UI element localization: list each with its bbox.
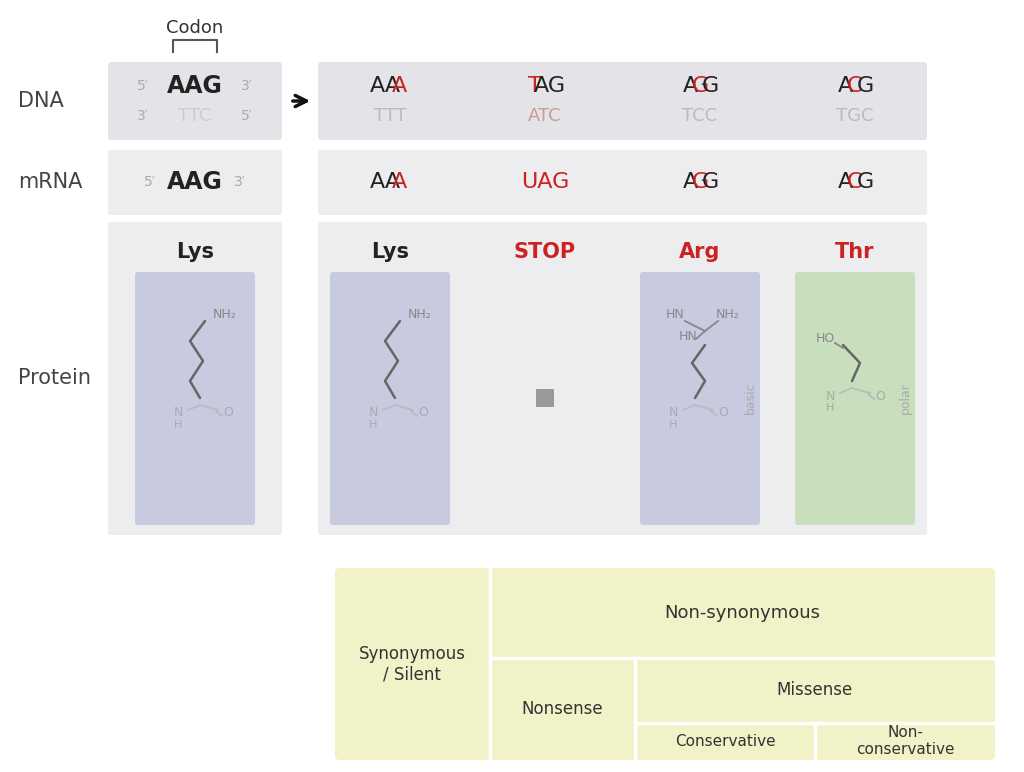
Text: AA: AA (370, 76, 400, 96)
FancyBboxPatch shape (318, 222, 927, 535)
Text: Protein: Protein (18, 368, 91, 388)
FancyBboxPatch shape (640, 272, 760, 525)
Text: Missense: Missense (777, 681, 853, 699)
Text: TGC: TGC (837, 107, 873, 125)
Text: C: C (847, 76, 863, 96)
Text: Conservative: Conservative (675, 733, 775, 749)
Text: Synonymous
/ Silent: Synonymous / Silent (358, 645, 466, 683)
Text: basic: basic (743, 381, 757, 415)
Text: TTC: TTC (178, 107, 212, 125)
Text: Arg: Arg (679, 242, 721, 262)
Text: H: H (369, 420, 377, 430)
Text: 3′: 3′ (241, 79, 253, 93)
Text: A: A (682, 172, 697, 192)
Text: G: G (701, 172, 719, 192)
Text: C: C (847, 172, 863, 192)
Text: HO: HO (815, 331, 835, 344)
Text: O: O (418, 407, 428, 419)
Text: A: A (392, 76, 408, 96)
Text: T: T (528, 76, 542, 96)
Text: TTT: TTT (374, 107, 407, 125)
Text: Nonsense: Nonsense (521, 700, 603, 718)
Text: G: G (691, 76, 709, 96)
Text: A: A (838, 76, 853, 96)
FancyBboxPatch shape (330, 272, 450, 525)
Text: TCC: TCC (682, 107, 718, 125)
Text: A: A (392, 172, 408, 192)
FancyBboxPatch shape (536, 389, 554, 407)
FancyBboxPatch shape (335, 568, 995, 760)
Text: 5′: 5′ (144, 175, 156, 189)
Text: N: N (825, 390, 835, 402)
Text: O: O (223, 407, 232, 419)
Text: O: O (718, 407, 728, 419)
Text: 3′: 3′ (234, 175, 246, 189)
FancyBboxPatch shape (108, 222, 282, 535)
FancyBboxPatch shape (135, 272, 255, 525)
Text: A: A (838, 172, 853, 192)
Text: NH₂: NH₂ (213, 309, 237, 321)
Text: H: H (669, 420, 677, 430)
Text: AAG: AAG (167, 170, 223, 194)
FancyBboxPatch shape (108, 150, 282, 215)
Text: NH₂: NH₂ (408, 309, 432, 321)
FancyBboxPatch shape (108, 62, 282, 140)
Text: H: H (174, 420, 182, 430)
Text: DNA: DNA (18, 91, 63, 111)
Text: G: G (856, 172, 873, 192)
FancyBboxPatch shape (318, 150, 927, 215)
Text: N: N (369, 407, 378, 419)
Text: Lys: Lys (371, 242, 409, 262)
Text: HN: HN (679, 330, 697, 343)
Text: O: O (876, 390, 885, 402)
Text: polar: polar (898, 382, 911, 414)
Text: N: N (669, 407, 678, 419)
Text: G: G (856, 76, 873, 96)
Text: 5′: 5′ (137, 79, 148, 93)
Text: NH₂: NH₂ (716, 309, 739, 321)
Text: G: G (701, 76, 719, 96)
Text: Thr: Thr (836, 242, 874, 262)
FancyBboxPatch shape (795, 272, 915, 525)
Text: Non-synonymous: Non-synonymous (664, 604, 820, 622)
Text: UAG: UAG (521, 172, 569, 192)
Text: 3′: 3′ (137, 109, 148, 123)
Text: AAG: AAG (167, 74, 223, 98)
Text: A: A (682, 76, 697, 96)
Text: G: G (691, 172, 709, 192)
Text: Non-
conservative: Non- conservative (856, 725, 954, 757)
Text: N: N (173, 407, 182, 419)
Text: Lys: Lys (176, 242, 214, 262)
Text: H: H (825, 403, 835, 413)
FancyBboxPatch shape (318, 62, 927, 140)
Text: ATC: ATC (528, 107, 562, 125)
Text: AG: AG (534, 76, 566, 96)
Text: HN: HN (666, 309, 684, 321)
Text: STOP: STOP (514, 242, 577, 262)
Text: 5′: 5′ (241, 109, 253, 123)
Text: AA: AA (370, 172, 400, 192)
Text: Codon: Codon (166, 19, 223, 37)
Text: mRNA: mRNA (18, 172, 82, 192)
